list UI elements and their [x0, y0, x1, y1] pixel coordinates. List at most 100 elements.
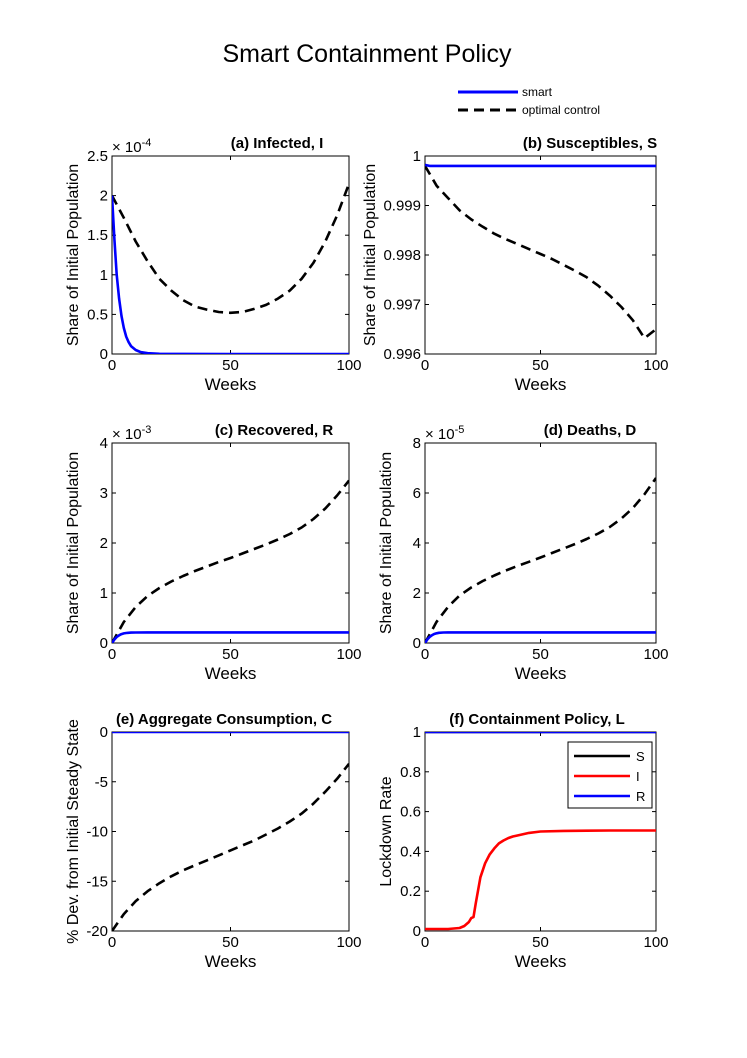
- y-tick-label: 4: [100, 435, 108, 452]
- chart-panel-e: 0 50 100 -20 -15 -10 -5 0 Weeks % Dev. from Initi…: [65, 711, 362, 971]
- plot-axes-box: [424, 442, 657, 644]
- chart-panel-c: 0 50 100 0 1 2 3 4 Weeks Share of Initial Populat…: [65, 422, 362, 683]
- series-line-optimal-control: [425, 477, 656, 643]
- x-tick-label: 50: [532, 357, 549, 374]
- axis-multiplier: × 10-4: [112, 137, 151, 156]
- chart-panel-f: 0 50 100 0 0.2 0.4 0.6 0.8 1 Weeks Lockdown Rate (f…: [378, 711, 669, 971]
- y-tick-label: 8: [413, 435, 421, 452]
- plot-axes-box: [111, 155, 350, 355]
- panel-title: (a) Infected, I: [231, 135, 324, 152]
- x-axis-label: Weeks: [515, 664, 567, 683]
- axis-multiplier-exponent: -3: [142, 424, 152, 436]
- y-tick-label: 1.5: [87, 227, 108, 244]
- series-line-smart: [425, 631, 656, 643]
- x-tick-label: 0: [421, 646, 429, 663]
- y-axis-label: Share of Initial Population: [362, 164, 379, 346]
- y-tick-label: 0.2: [400, 883, 421, 900]
- y-tick-label: 0.996: [383, 346, 421, 363]
- y-tick-label: -5: [95, 774, 108, 791]
- legend-label-optimal-control: optimal control: [522, 103, 600, 117]
- y-tick-label: 0.998: [383, 247, 421, 264]
- x-tick-label: 100: [336, 357, 361, 374]
- y-tick-label: 0.8: [400, 764, 421, 781]
- axis-multiplier-exponent: -5: [455, 424, 465, 436]
- y-axis-label: Share of Initial Population: [65, 452, 82, 634]
- legend-label-smart: smart: [522, 85, 553, 99]
- x-tick-label: 0: [421, 357, 429, 374]
- y-tick-label: 3: [100, 485, 108, 502]
- y-tick-label: 0.6: [400, 804, 421, 821]
- x-tick-label: 50: [532, 934, 549, 951]
- x-tick-label: 50: [532, 646, 549, 663]
- x-tick-label: 100: [643, 357, 668, 374]
- panel-title: (f) Containment Policy, L: [449, 711, 625, 728]
- plot-axes-box: [111, 731, 350, 932]
- x-tick-label: 100: [336, 934, 361, 951]
- series-line-optimal-control: [112, 183, 349, 315]
- x-tick-label: 0: [108, 934, 116, 951]
- y-tick-label: 1: [100, 585, 108, 602]
- x-axis-label: Weeks: [515, 952, 567, 971]
- y-tick-label: 0: [413, 923, 421, 940]
- y-tick-label: 6: [413, 485, 421, 502]
- y-tick-label: 0.999: [383, 198, 421, 215]
- y-tick-label: 0.5: [87, 306, 108, 323]
- y-tick-label: -10: [86, 824, 108, 841]
- panel-legend-label-s: S: [636, 749, 645, 764]
- x-axis-label: Weeks: [205, 952, 257, 971]
- panel-legend-label-i: I: [636, 769, 640, 784]
- series-line-smart: [112, 631, 349, 643]
- x-tick-label: 100: [643, 646, 668, 663]
- panel-title: (d) Deaths, D: [544, 422, 637, 439]
- y-axis-label: % Dev. from Initial Steady State: [65, 719, 82, 944]
- series-line-optimal-control: [112, 479, 349, 643]
- y-tick-label: 1: [413, 148, 421, 165]
- figure-legend: smart optimal control: [458, 85, 600, 117]
- chart-panel-b: 0 50 100 0.996 0.997 0.998 0.999 1 Weeks Share of…: [362, 135, 669, 394]
- x-tick-label: 0: [421, 934, 429, 951]
- x-tick-label: 50: [222, 646, 239, 663]
- series-line-optimal-control: [112, 762, 349, 931]
- x-tick-label: 0: [108, 357, 116, 374]
- y-axis-label: Share of Initial Population: [378, 452, 395, 634]
- chart-panel-a: 0 50 100 0 0.5 1 1.5 2 2.5 Weeks Share of Initial …: [65, 135, 362, 394]
- panel-title: (b) Susceptibles, S: [523, 135, 657, 152]
- series-line-optimal-control: [425, 165, 656, 340]
- panel-legend-label-r: R: [636, 789, 645, 804]
- x-tick-label: 50: [222, 934, 239, 951]
- x-tick-label: 0: [108, 646, 116, 663]
- chart-panel-d: 0 50 100 0 2 4 6 8 Weeks Share of Initial Populat…: [378, 422, 669, 683]
- y-tick-label: 0: [100, 346, 108, 363]
- y-tick-label: -15: [86, 873, 108, 890]
- axis-multiplier-exponent: -4: [142, 137, 152, 149]
- plot-axes-box: [111, 442, 350, 644]
- x-tick-label: 50: [222, 357, 239, 374]
- panel-title: (c) Recovered, R: [215, 422, 334, 439]
- y-tick-label: 1: [413, 724, 421, 741]
- x-tick-label: 100: [336, 646, 361, 663]
- series-line-i: [425, 829, 656, 931]
- x-axis-label: Weeks: [205, 664, 257, 683]
- figure-title: Smart Containment Policy: [222, 40, 512, 68]
- y-tick-label: 0: [100, 724, 108, 741]
- y-tick-label: 2: [100, 535, 108, 552]
- y-tick-label: -20: [86, 923, 108, 940]
- axis-multiplier: × 10-3: [112, 424, 151, 443]
- series-line-smart: [112, 195, 349, 354]
- series-line-smart: [425, 163, 656, 168]
- y-axis-label: Share of Initial Population: [65, 164, 82, 346]
- x-tick-label: 100: [643, 934, 668, 951]
- y-tick-label: 0.4: [400, 843, 421, 860]
- panel-title: (e) Aggregate Consumption, C: [116, 711, 332, 728]
- y-tick-label: 0: [100, 635, 108, 652]
- y-tick-label: 2: [100, 188, 108, 205]
- y-tick-label: 1: [100, 267, 108, 284]
- x-axis-label: Weeks: [205, 375, 257, 394]
- y-tick-label: 4: [413, 535, 421, 552]
- axis-multiplier: × 10-5: [425, 424, 464, 443]
- y-tick-label: 2.5: [87, 148, 108, 165]
- y-axis-label: Lockdown Rate: [378, 776, 395, 886]
- y-tick-label: 0: [413, 635, 421, 652]
- y-tick-label: 0.997: [383, 297, 421, 314]
